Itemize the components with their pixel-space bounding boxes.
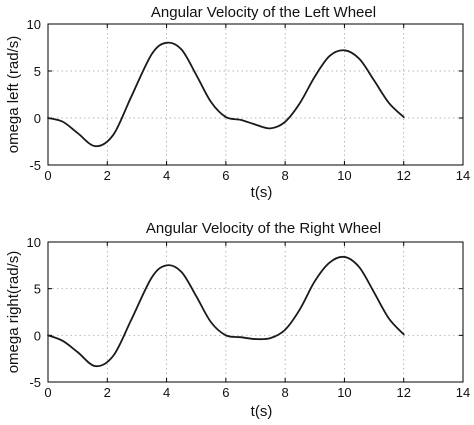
y-tick-label: 0 xyxy=(34,328,41,343)
chart-title: Angular Velocity of the Left Wheel xyxy=(151,4,376,21)
x-tick-label: 14 xyxy=(456,385,470,400)
x-tick-label: 10 xyxy=(337,168,351,183)
chart-title: Angular Velocity of the Right Wheel xyxy=(146,220,381,237)
x-tick-label: 6 xyxy=(222,385,229,400)
x-tick-label: 8 xyxy=(282,385,289,400)
y-tick-label: -5 xyxy=(29,375,41,390)
x-tick-label: 4 xyxy=(163,168,170,183)
x-axis-label: t(s) xyxy=(251,184,273,201)
y-tick-label: 10 xyxy=(27,17,41,32)
plot-frame xyxy=(47,241,464,383)
x-tick-label: 6 xyxy=(222,168,229,183)
x-tick-label: 12 xyxy=(396,168,410,183)
y-tick-label: 0 xyxy=(34,111,41,126)
x-tick-label: 4 xyxy=(163,385,170,400)
x-tick-label: 12 xyxy=(396,385,410,400)
series-line-0 xyxy=(47,41,405,148)
y-tick-label: 5 xyxy=(34,64,41,79)
x-tick-label: 0 xyxy=(44,168,51,183)
y-axis-label: omega left (rad/s) xyxy=(5,36,22,154)
series-line-0 xyxy=(47,255,405,368)
y-axis-label: omega right(rad/s) xyxy=(5,251,22,374)
x-axis-label: t(s) xyxy=(251,403,273,420)
x-tick-label: 2 xyxy=(104,385,111,400)
x-tick-label: 0 xyxy=(44,385,51,400)
x-tick-label: 10 xyxy=(337,385,351,400)
y-tick-label: 10 xyxy=(27,235,41,250)
x-tick-label: 2 xyxy=(104,168,111,183)
plot-frame xyxy=(47,23,464,166)
y-tick-label: -5 xyxy=(29,158,41,173)
y-tick-label: 5 xyxy=(34,282,41,297)
x-tick-label: 8 xyxy=(282,168,289,183)
x-tick-label: 14 xyxy=(456,168,470,183)
